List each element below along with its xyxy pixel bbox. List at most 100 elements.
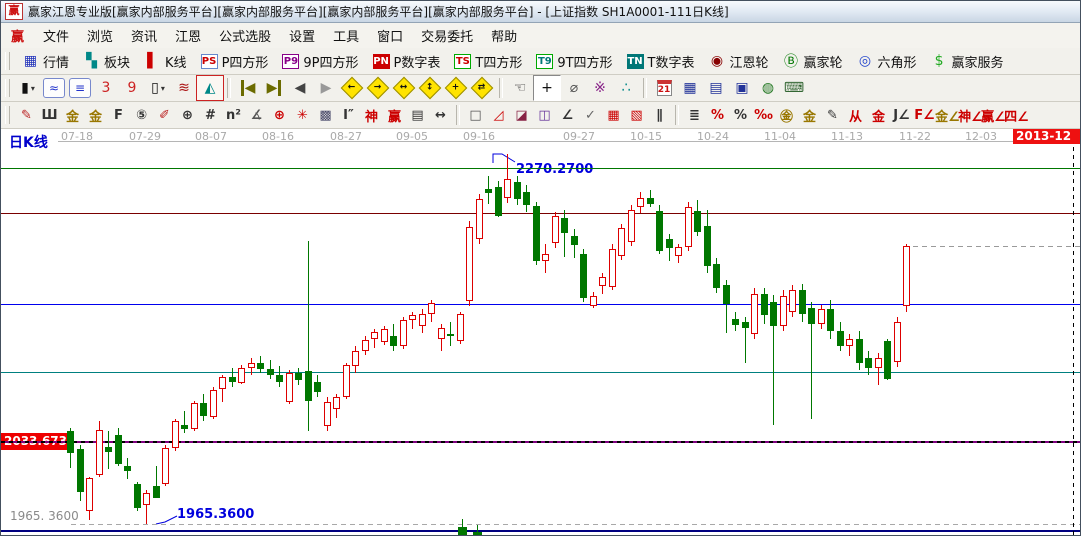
menu-item-7[interactable]: 窗口 bbox=[377, 30, 404, 45]
toolbar-grip[interactable] bbox=[5, 52, 10, 70]
menu-item-5[interactable]: 设置 bbox=[289, 30, 316, 45]
menu-item-6[interactable]: 工具 bbox=[333, 30, 360, 45]
wave-red-icon[interactable]: 从 bbox=[844, 103, 867, 127]
next-bar-icon[interactable]: ▶ bbox=[313, 76, 339, 100]
j-angle-icon[interactable]: J∠ bbox=[890, 103, 913, 127]
plain-grid-icon[interactable]: # bbox=[199, 103, 222, 127]
color-chart-icon[interactable]: ◭ bbox=[196, 75, 224, 101]
compare-bars-icon[interactable]: ≣ bbox=[683, 103, 706, 127]
diamond-vrange-icon[interactable]: ↕ bbox=[417, 76, 443, 100]
stock-info-icon[interactable]: ≡ bbox=[67, 76, 93, 100]
menu-item-0[interactable]: 文件 bbox=[43, 30, 70, 45]
four-angle-icon[interactable]: 四∠ bbox=[1004, 103, 1029, 127]
minute-chart-icon[interactable]: ≈ bbox=[41, 76, 67, 100]
fan-box-icon[interactable]: ◪ bbox=[510, 103, 533, 127]
wave-count-icon[interactable]: ∴ bbox=[613, 76, 639, 100]
gold-grid-icon[interactable]: 金 bbox=[61, 103, 84, 127]
ruler-grid-icon[interactable]: ▤ bbox=[406, 103, 429, 127]
first-bar-icon[interactable]: ◀ bbox=[235, 76, 261, 100]
gold-circle-icon[interactable]: ㊎ bbox=[775, 103, 798, 127]
grid-lines-icon[interactable]: Ш bbox=[38, 103, 61, 127]
winner-service-button[interactable]: $ 赢家服务 bbox=[924, 50, 1011, 73]
pattern-red-icon[interactable]: ≋ bbox=[171, 76, 197, 100]
diamond-swap-icon[interactable]: ⇄ bbox=[469, 76, 495, 100]
quotes-button[interactable]: ▦ 行情 bbox=[15, 50, 76, 73]
diamond-hrange-icon[interactable]: ↔ bbox=[391, 76, 417, 100]
gann-mark-icon[interactable]: ※ bbox=[587, 76, 613, 100]
gold-angle-icon[interactable]: 金∠ bbox=[935, 103, 960, 127]
diamond-left-icon[interactable]: ← bbox=[339, 76, 365, 100]
gold-line-icon[interactable]: 金 bbox=[798, 103, 821, 127]
menu-item-1[interactable]: 浏览 bbox=[87, 30, 114, 45]
ying-angle-icon[interactable]: 赢∠ bbox=[981, 103, 1006, 127]
toolbar-grip[interactable] bbox=[5, 79, 10, 97]
hexagon-button[interactable]: ◎ 六角形 bbox=[850, 50, 924, 73]
thin-candle-dropdown-icon[interactable]: ▯ ▾ bbox=[145, 76, 171, 100]
pen-brush-icon[interactable]: ✎ bbox=[15, 103, 38, 127]
angle-fan-icon[interactable]: ∠ bbox=[556, 103, 579, 127]
red-grid-b-icon[interactable]: ▧ bbox=[625, 103, 648, 127]
star-web-icon[interactable]: ✳ bbox=[291, 103, 314, 127]
menu-item-4[interactable]: 公式选股 bbox=[219, 30, 272, 45]
prev-bar-icon[interactable]: ◀ bbox=[287, 76, 313, 100]
square-web-icon[interactable]: ▩ bbox=[314, 103, 337, 127]
p9-square-button[interactable]: P9 9P四方形 bbox=[275, 50, 365, 73]
t-square-button[interactable]: TS T四方形 bbox=[447, 50, 529, 73]
menu-item-2[interactable]: 资讯 bbox=[131, 30, 158, 45]
f-grid-icon[interactable]: F bbox=[107, 103, 130, 127]
gann-fan-icon[interactable]: ◿ bbox=[487, 103, 510, 127]
workstation-icon[interactable]: ⌨ bbox=[781, 76, 807, 100]
parallel-lines-icon[interactable]: ∥ bbox=[648, 103, 671, 127]
sectors-button[interactable]: ▚ 板块 bbox=[76, 50, 137, 73]
gold-red-icon[interactable]: 金 bbox=[867, 103, 890, 127]
last-bar-icon[interactable]: ▶ bbox=[261, 76, 287, 100]
percent-icon[interactable]: % bbox=[729, 103, 752, 127]
spiral-grid-icon[interactable]: ⑤ bbox=[130, 103, 153, 127]
p-number-table-button[interactable]: PN P数字表 bbox=[366, 50, 448, 73]
diamond-zoom-icon[interactable]: + bbox=[443, 76, 469, 100]
p-square-button[interactable]: PS P四方形 bbox=[194, 50, 276, 73]
percent-lines-icon[interactable]: ‰ bbox=[752, 103, 775, 127]
ying-grid-icon[interactable]: 赢 bbox=[383, 103, 406, 127]
menu-item-8[interactable]: 交易委托 bbox=[421, 30, 474, 45]
compass-icon[interactable]: ∡ bbox=[245, 103, 268, 127]
n2-grid-icon[interactable]: n² bbox=[222, 103, 245, 127]
red-grid-icon[interactable]: ▦ bbox=[602, 103, 625, 127]
menu-item-3[interactable]: 江恩 bbox=[175, 30, 202, 45]
shen-grid-icon[interactable]: 神 bbox=[360, 103, 383, 127]
gann-wheel-button[interactable]: ◉ 江恩轮 bbox=[702, 50, 776, 73]
hspan-arrow-icon[interactable]: ↔ bbox=[429, 103, 452, 127]
kline-button[interactable]: ▌ K线 bbox=[137, 50, 194, 73]
t9-square-button[interactable]: T9 9T四方形 bbox=[529, 50, 619, 73]
box-handles-icon[interactable]: □ bbox=[464, 103, 487, 127]
menu-item-9[interactable]: 帮助 bbox=[491, 30, 518, 45]
brush-red-icon[interactable]: ✐ bbox=[153, 103, 176, 127]
crosshair-icon[interactable]: + bbox=[533, 75, 561, 101]
calculator-icon[interactable]: ▦ bbox=[677, 76, 703, 100]
percent-slash-icon[interactable]: % bbox=[706, 103, 729, 127]
winner-wheel-button[interactable]: Ⓑ 赢家轮 bbox=[776, 50, 850, 73]
toolbar-grip[interactable] bbox=[5, 106, 10, 124]
mark-brush-icon[interactable]: ✎ bbox=[821, 103, 844, 127]
t-number-table-button[interactable]: TN T数字表 bbox=[620, 50, 702, 73]
gold-grid-b-icon[interactable]: 金 bbox=[84, 103, 107, 127]
notes-icon[interactable]: ▤ bbox=[703, 76, 729, 100]
gann-circle-icon[interactable]: ⊕ bbox=[268, 103, 291, 127]
shen-angle-icon[interactable]: 神∠ bbox=[958, 103, 983, 127]
kline-3-icon[interactable]: 3 bbox=[93, 76, 119, 100]
save-icon[interactable]: ▣ bbox=[729, 76, 755, 100]
diamond-right-icon[interactable]: → bbox=[365, 76, 391, 100]
dropdown-arrow-icon[interactable]: ▾ bbox=[30, 83, 35, 93]
dropdown-arrow-icon[interactable]: ▾ bbox=[160, 83, 165, 93]
pan-hand-icon[interactable]: ☜ bbox=[507, 76, 533, 100]
period-day-dropdown-icon[interactable]: ▮ ▾ bbox=[15, 76, 41, 100]
web-send-icon[interactable]: ◍ bbox=[755, 76, 781, 100]
kline-9-icon[interactable]: 9 bbox=[119, 76, 145, 100]
check-fan-icon[interactable]: ✓ bbox=[579, 103, 602, 127]
calendar-icon[interactable]: 21 bbox=[651, 76, 677, 100]
fan-box-b-icon[interactable]: ◫ bbox=[533, 103, 556, 127]
f-angle-icon[interactable]: F∠ bbox=[913, 103, 936, 127]
count-marks-icon[interactable]: Ⅰ″ bbox=[337, 103, 360, 127]
circle-grid-icon[interactable]: ⊕ bbox=[176, 103, 199, 127]
measure-icon[interactable]: ⌀ bbox=[561, 76, 587, 100]
